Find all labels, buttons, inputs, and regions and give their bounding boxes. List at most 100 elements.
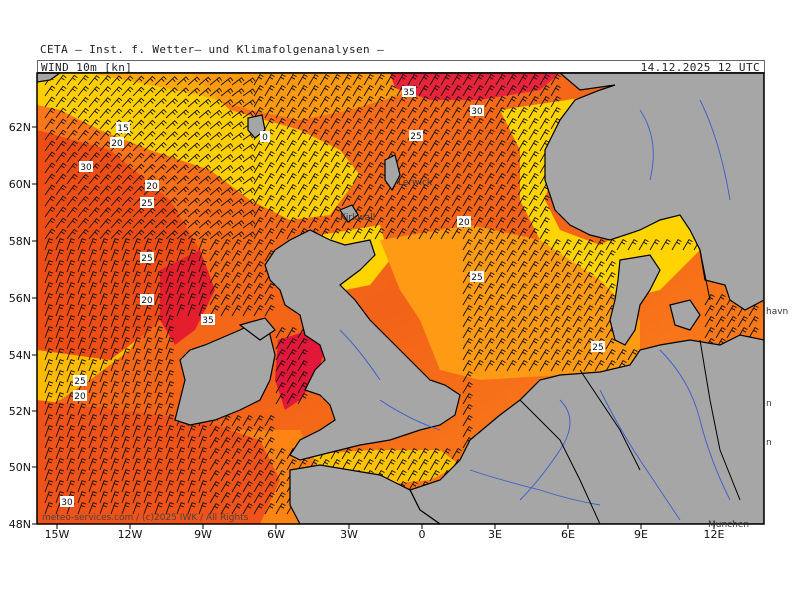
wind-barb xyxy=(726,304,737,317)
wind-barb xyxy=(231,143,245,152)
wind-barb xyxy=(110,293,120,306)
wind-barb xyxy=(242,249,253,262)
wind-barb xyxy=(275,73,286,86)
wind-barb xyxy=(484,216,495,229)
wind-barb xyxy=(220,87,234,97)
wind-barb xyxy=(253,249,264,262)
wind-barb xyxy=(198,164,212,174)
wind-barb xyxy=(165,469,175,482)
wind-barb xyxy=(132,75,145,86)
wind-barb xyxy=(121,491,131,504)
wind-barb xyxy=(88,152,100,163)
wind-barb xyxy=(352,183,363,196)
speed-label: 30 xyxy=(471,107,483,117)
wind-barb xyxy=(165,98,178,108)
wind-barb xyxy=(407,480,418,493)
wind-barb xyxy=(572,238,583,251)
wind-barb xyxy=(572,271,583,284)
wind-barb xyxy=(165,142,178,152)
wind-barb xyxy=(66,173,78,185)
wind-barb xyxy=(506,249,517,262)
wind-barb xyxy=(77,206,89,218)
wind-barb xyxy=(77,502,87,515)
lat-tick-label: 60N xyxy=(9,178,31,191)
wind-barb xyxy=(44,249,54,262)
wind-barb xyxy=(121,337,131,350)
wind-barb xyxy=(165,153,178,163)
wind-barb xyxy=(187,186,201,196)
wind-barb xyxy=(132,86,145,97)
wind-barb xyxy=(363,216,374,229)
wind-barb xyxy=(220,469,231,482)
wind-barb xyxy=(363,117,374,130)
wind-barb xyxy=(198,282,208,295)
wind-barb xyxy=(319,150,330,163)
wind-barb xyxy=(429,194,440,207)
wind-barb xyxy=(55,337,65,350)
wind-barb xyxy=(154,152,167,163)
speed-label: 20 xyxy=(111,139,123,149)
wind-barb xyxy=(165,425,175,438)
wind-barb xyxy=(121,293,131,306)
wind-barb xyxy=(231,260,242,273)
wind-barb xyxy=(220,260,231,273)
wind-barb xyxy=(165,348,175,361)
wind-barb xyxy=(418,183,429,196)
wind-barb xyxy=(121,271,131,284)
wind-barb xyxy=(66,458,76,471)
wind-barb xyxy=(429,84,440,97)
wind-barb xyxy=(275,381,286,394)
wind-barb xyxy=(605,282,616,295)
wind-barb xyxy=(143,370,153,383)
wind-barb xyxy=(297,106,308,119)
wind-barb xyxy=(286,337,297,350)
wind-barb xyxy=(143,315,153,328)
wind-barb xyxy=(143,502,153,515)
wind-barb xyxy=(352,458,363,471)
lat-tick-label: 54N xyxy=(9,349,31,362)
wind-barb xyxy=(231,491,242,504)
wind-barb xyxy=(44,337,54,350)
wind-barb xyxy=(110,326,120,339)
wind-barb xyxy=(286,150,297,163)
wind-barb xyxy=(495,249,506,262)
wind-barb xyxy=(550,106,561,119)
wind-barb xyxy=(44,293,54,306)
wind-barb xyxy=(473,150,484,163)
wind-barb xyxy=(132,370,142,383)
wind-barb xyxy=(374,216,385,229)
wind-barb xyxy=(484,117,495,130)
river-sweden-1 xyxy=(699,99,731,201)
wind-barb xyxy=(484,337,495,350)
wind-barb xyxy=(473,260,484,273)
wind-barb xyxy=(484,150,495,163)
wind-barb xyxy=(132,163,145,174)
wind-barb xyxy=(121,174,134,185)
wind-barb xyxy=(99,502,109,515)
wind-barb xyxy=(132,271,142,284)
wind-barb xyxy=(275,128,286,141)
wind-barb xyxy=(484,293,495,306)
wind-barb xyxy=(176,175,189,185)
wind-barb xyxy=(143,282,153,295)
wind-barb xyxy=(66,436,76,449)
wind-barb xyxy=(440,128,451,141)
wind-barb xyxy=(253,491,264,504)
wind-barb xyxy=(132,458,142,471)
wind-barb xyxy=(99,337,109,350)
wind-barb xyxy=(209,304,220,317)
wind-barb xyxy=(253,95,264,108)
wind-barb xyxy=(44,228,56,240)
wind-barb xyxy=(176,480,186,493)
wind-barb xyxy=(484,227,495,240)
wind-barb xyxy=(528,95,539,108)
wind-barb xyxy=(407,73,418,86)
wind-barb xyxy=(198,425,208,438)
wind-barb xyxy=(165,326,175,339)
wind-barb xyxy=(77,151,89,163)
wind-barb xyxy=(429,150,440,163)
wind-barb xyxy=(396,139,407,152)
red-zone-north xyxy=(390,73,560,100)
wind-barb xyxy=(176,436,186,449)
wind-barb xyxy=(66,107,78,119)
